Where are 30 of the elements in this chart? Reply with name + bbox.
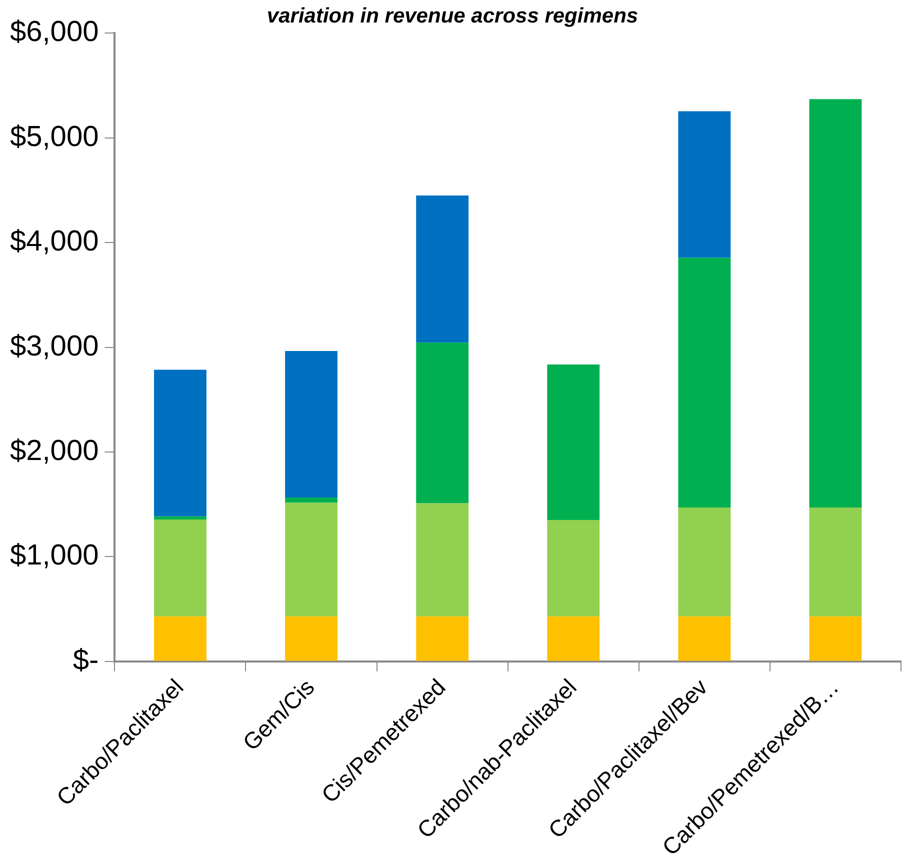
y-tick-label: $2,000	[10, 434, 99, 467]
bar	[547, 520, 600, 616]
bar	[285, 350, 338, 498]
bar	[154, 616, 206, 661]
bar	[547, 616, 600, 661]
bar	[154, 370, 206, 516]
bar	[285, 502, 338, 616]
bar	[416, 503, 469, 616]
bar	[416, 616, 469, 661]
bar	[285, 498, 338, 503]
bar	[809, 507, 862, 616]
bar	[416, 342, 469, 504]
bar	[416, 195, 469, 343]
y-tick-label: $3,000	[10, 330, 99, 362]
bar	[547, 364, 600, 520]
bar	[154, 519, 206, 616]
y-tick-label: $5,000	[10, 120, 99, 153]
y-tick-label: $1,000	[10, 540, 99, 572]
y-tick-label: $-	[72, 644, 99, 676]
bar	[154, 516, 206, 520]
bar	[809, 616, 862, 661]
bar	[678, 507, 731, 616]
bar	[678, 258, 731, 508]
bar	[285, 616, 338, 661]
y-tick-label: $6,000	[10, 16, 99, 48]
bar	[678, 111, 731, 258]
bar	[809, 99, 862, 508]
y-tick-label: $4,000	[10, 226, 99, 258]
bar	[678, 616, 731, 661]
chart-title: variation in revenue across regimens	[266, 4, 638, 28]
